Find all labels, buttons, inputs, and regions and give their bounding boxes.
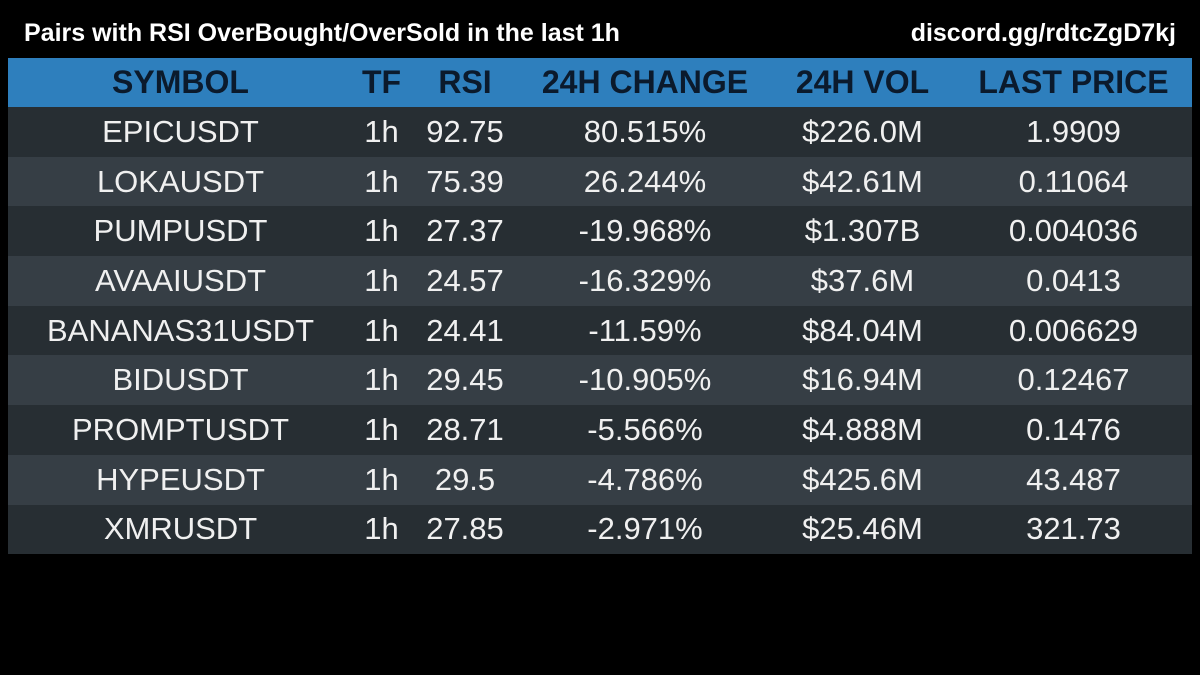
table-row: BIDUSDT 1h 29.45 -10.905% $16.94M 0.1246… bbox=[8, 355, 1192, 406]
cell-24h-vol: $25.46M bbox=[770, 504, 955, 555]
cell-tf: 1h bbox=[353, 107, 410, 157]
cell-24h-change: -10.905% bbox=[520, 355, 770, 406]
table-row: PUMPUSDT 1h 27.37 -19.968% $1.307B 0.004… bbox=[8, 206, 1192, 257]
cell-symbol: BANANAS31USDT bbox=[8, 305, 353, 356]
cell-24h-vol: $16.94M bbox=[770, 355, 955, 406]
cell-24h-change: -16.329% bbox=[520, 256, 770, 306]
cell-last-price: 0.12467 bbox=[955, 355, 1192, 406]
table-row: AVAAIUSDT 1h 24.57 -16.329% $37.6M 0.041… bbox=[8, 256, 1192, 306]
cell-last-price: 0.004036 bbox=[955, 206, 1192, 257]
cell-24h-vol: $226.0M bbox=[770, 107, 955, 157]
column-header-symbol: SYMBOL bbox=[8, 58, 353, 107]
cell-tf: 1h bbox=[353, 156, 410, 207]
column-header-24h-vol: 24H VOL bbox=[770, 58, 955, 107]
cell-rsi: 28.71 bbox=[410, 405, 520, 455]
rsi-pairs-table: SYMBOL TF RSI 24H CHANGE 24H VOL LAST PR… bbox=[8, 58, 1192, 555]
cell-symbol: XMRUSDT bbox=[8, 504, 353, 555]
cell-tf: 1h bbox=[353, 504, 410, 555]
table-row: BANANAS31USDT 1h 24.41 -11.59% $84.04M 0… bbox=[8, 305, 1192, 356]
column-header-rsi: RSI bbox=[410, 58, 520, 107]
cell-last-price: 321.73 bbox=[955, 504, 1192, 555]
cell-symbol: HYPEUSDT bbox=[8, 454, 353, 505]
table-row: HYPEUSDT 1h 29.5 -4.786% $425.6M 43.487 bbox=[8, 454, 1192, 505]
cell-24h-vol: $4.888M bbox=[770, 405, 955, 455]
cell-24h-change: -5.566% bbox=[520, 405, 770, 455]
cell-tf: 1h bbox=[353, 355, 410, 406]
cell-symbol: BIDUSDT bbox=[8, 355, 353, 406]
cell-24h-vol: $37.6M bbox=[770, 256, 955, 306]
cell-24h-change: -19.968% bbox=[520, 206, 770, 257]
cell-symbol: AVAAIUSDT bbox=[8, 256, 353, 306]
cell-tf: 1h bbox=[353, 256, 410, 306]
cell-24h-vol: $42.61M bbox=[770, 156, 955, 207]
cell-rsi: 24.41 bbox=[410, 305, 520, 356]
cell-tf: 1h bbox=[353, 454, 410, 505]
cell-tf: 1h bbox=[353, 305, 410, 356]
cell-24h-change: -2.971% bbox=[520, 504, 770, 555]
title-bar: Pairs with RSI OverBought/OverSold in th… bbox=[0, 0, 1200, 60]
column-header-last-price: LAST PRICE bbox=[955, 58, 1192, 107]
cell-last-price: 0.006629 bbox=[955, 305, 1192, 356]
column-header-tf: TF bbox=[353, 58, 410, 107]
cell-tf: 1h bbox=[353, 405, 410, 455]
cell-rsi: 27.85 bbox=[410, 504, 520, 555]
table-row: LOKAUSDT 1h 75.39 26.244% $42.61M 0.1106… bbox=[8, 156, 1192, 207]
cell-rsi: 29.45 bbox=[410, 355, 520, 406]
cell-last-price: 1.9909 bbox=[955, 107, 1192, 157]
cell-tf: 1h bbox=[353, 206, 410, 257]
cell-24h-change: -11.59% bbox=[520, 305, 770, 356]
cell-24h-change: 80.515% bbox=[520, 107, 770, 157]
cell-rsi: 75.39 bbox=[410, 156, 520, 207]
cell-last-price: 0.11064 bbox=[955, 156, 1192, 207]
table-row: PROMPTUSDT 1h 28.71 -5.566% $4.888M 0.14… bbox=[8, 405, 1192, 455]
cell-symbol: PROMPTUSDT bbox=[8, 405, 353, 455]
cell-rsi: 92.75 bbox=[410, 107, 520, 157]
cell-24h-change: -4.786% bbox=[520, 454, 770, 505]
cell-last-price: 43.487 bbox=[955, 454, 1192, 505]
cell-symbol: EPICUSDT bbox=[8, 107, 353, 157]
table-header-row: SYMBOL TF RSI 24H CHANGE 24H VOL LAST PR… bbox=[8, 58, 1192, 107]
cell-24h-vol: $1.307B bbox=[770, 206, 955, 257]
cell-rsi: 27.37 bbox=[410, 206, 520, 257]
cell-symbol: LOKAUSDT bbox=[8, 156, 353, 207]
page-title: Pairs with RSI OverBought/OverSold in th… bbox=[24, 19, 620, 47]
table-row: EPICUSDT 1h 92.75 80.515% $226.0M 1.9909 bbox=[8, 107, 1192, 157]
cell-rsi: 24.57 bbox=[410, 256, 520, 306]
cell-last-price: 0.0413 bbox=[955, 256, 1192, 306]
discord-link[interactable]: discord.gg/rdtcZgD7kj bbox=[910, 19, 1176, 47]
cell-rsi: 29.5 bbox=[410, 454, 520, 505]
cell-symbol: PUMPUSDT bbox=[8, 206, 353, 257]
cell-24h-vol: $425.6M bbox=[770, 454, 955, 505]
cell-24h-change: 26.244% bbox=[520, 156, 770, 207]
column-header-24h-change: 24H CHANGE bbox=[520, 58, 770, 107]
cell-last-price: 0.1476 bbox=[955, 405, 1192, 455]
cell-24h-vol: $84.04M bbox=[770, 305, 955, 356]
table-row: XMRUSDT 1h 27.85 -2.971% $25.46M 321.73 bbox=[8, 504, 1192, 555]
